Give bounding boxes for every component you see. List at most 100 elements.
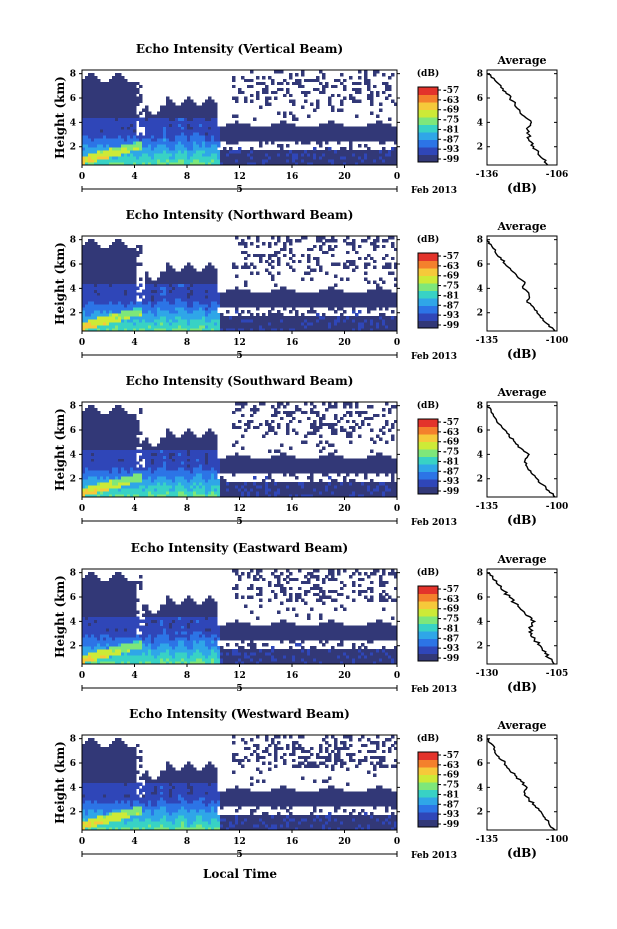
heatmap-cell bbox=[277, 250, 281, 255]
heatmap-cell bbox=[340, 298, 344, 302]
heatmap-cell bbox=[163, 271, 167, 275]
heatmap-cell bbox=[88, 150, 92, 154]
heatmap-cell bbox=[136, 419, 140, 424]
heatmap-cell bbox=[295, 162, 299, 166]
heatmap-cell bbox=[286, 153, 290, 157]
heatmap-cell bbox=[133, 482, 137, 486]
heatmap-cell bbox=[166, 295, 170, 299]
heatmap-cell bbox=[205, 105, 209, 109]
heatmap-cell bbox=[124, 458, 128, 462]
heatmap-cell bbox=[142, 292, 146, 296]
heatmap-cell bbox=[91, 81, 95, 86]
heatmap-cell bbox=[220, 156, 224, 160]
heatmap-cell bbox=[100, 96, 104, 101]
heatmap-cell bbox=[112, 422, 116, 427]
heatmap-cell bbox=[115, 482, 119, 486]
heatmap-cell bbox=[382, 319, 386, 323]
heatmap-cell bbox=[112, 150, 116, 154]
heatmap-cell bbox=[181, 153, 185, 157]
heatmap-cell bbox=[94, 325, 98, 329]
heatmap-cell bbox=[148, 325, 152, 329]
heatmap-cell bbox=[325, 138, 329, 142]
heatmap-cell bbox=[103, 467, 107, 471]
heatmap-cell bbox=[172, 304, 176, 308]
heatmap-cell bbox=[292, 159, 296, 163]
heatmap-cell bbox=[292, 301, 296, 305]
heatmap-cell bbox=[286, 150, 290, 154]
heatmap-cell bbox=[343, 87, 347, 92]
heatmap-cell bbox=[184, 458, 188, 462]
heatmap-cell bbox=[346, 236, 350, 240]
heatmap-cell bbox=[187, 102, 191, 106]
heatmap-cell bbox=[121, 479, 125, 483]
heatmap-cell bbox=[88, 410, 92, 415]
heatmap-cell bbox=[112, 84, 116, 89]
heatmap-cell bbox=[121, 452, 125, 456]
heatmap-cell bbox=[355, 90, 359, 95]
heatmap-cell bbox=[187, 271, 191, 275]
heatmap-cell bbox=[94, 322, 98, 326]
heatmap-cell bbox=[205, 150, 209, 154]
heatmap-cell bbox=[151, 470, 155, 474]
heatmap-cell bbox=[142, 298, 146, 302]
heatmap-cell bbox=[295, 135, 299, 139]
heatmap-cell bbox=[115, 156, 119, 160]
heatmap-cell bbox=[274, 132, 278, 136]
heatmap-cell bbox=[109, 319, 113, 323]
heatmap-cell bbox=[103, 485, 107, 489]
heatmap-cell bbox=[316, 105, 320, 109]
heatmap-cell bbox=[181, 120, 185, 124]
heatmap-cell bbox=[100, 120, 104, 124]
heatmap-cell bbox=[280, 123, 284, 127]
heatmap-cell bbox=[328, 316, 332, 320]
heatmap-cell bbox=[316, 298, 320, 302]
y-tick-label: 4 bbox=[70, 118, 76, 128]
heatmap-cell bbox=[139, 162, 143, 166]
heatmap-cell bbox=[364, 328, 368, 332]
heatmap-cell bbox=[268, 295, 272, 299]
heatmap-cell bbox=[211, 108, 215, 112]
heatmap-cell bbox=[379, 102, 383, 106]
heatmap-cell bbox=[271, 90, 275, 95]
heatmap-cell bbox=[259, 328, 263, 332]
heatmap-cell bbox=[118, 250, 122, 255]
heatmap-cell bbox=[133, 265, 137, 270]
heatmap-cell bbox=[124, 452, 128, 456]
heatmap-cell bbox=[139, 244, 143, 249]
heatmap-cell bbox=[85, 87, 89, 92]
heatmap-cell bbox=[307, 304, 311, 308]
heatmap-cell bbox=[91, 241, 95, 246]
heatmap-cell bbox=[331, 236, 335, 240]
heatmap-cell bbox=[178, 271, 182, 275]
heatmap-cell bbox=[85, 470, 89, 474]
heatmap-cell bbox=[142, 467, 146, 471]
heatmap-cell bbox=[310, 298, 314, 302]
heatmap-cell bbox=[196, 310, 200, 314]
heatmap-cell bbox=[256, 304, 260, 308]
heatmap-cell bbox=[142, 138, 146, 142]
heatmap-cell bbox=[217, 162, 221, 166]
heatmap-cell bbox=[304, 156, 308, 160]
heatmap-cell bbox=[148, 461, 152, 465]
heatmap-cell bbox=[82, 476, 86, 480]
heatmap-cell bbox=[256, 126, 260, 130]
heatmap-cell bbox=[184, 286, 188, 290]
heatmap-cell bbox=[169, 277, 173, 281]
heatmap-cell bbox=[154, 446, 158, 450]
heatmap-cell bbox=[196, 325, 200, 329]
heatmap-cell bbox=[367, 135, 371, 139]
heatmap-cell bbox=[169, 126, 173, 130]
heatmap-cell bbox=[121, 271, 125, 275]
heatmap-cell bbox=[85, 132, 89, 136]
heatmap-cell bbox=[373, 132, 377, 136]
heatmap-cell bbox=[268, 304, 272, 308]
heatmap-cell bbox=[346, 319, 350, 323]
heatmap-cell bbox=[244, 138, 248, 142]
heatmap-cell bbox=[181, 135, 185, 139]
heatmap-cell bbox=[82, 144, 86, 148]
heatmap-cell bbox=[262, 298, 266, 302]
heatmap-cell bbox=[376, 283, 380, 287]
heatmap-cell bbox=[121, 494, 125, 498]
heatmap-cell bbox=[211, 325, 215, 329]
heatmap-cell bbox=[256, 132, 260, 136]
